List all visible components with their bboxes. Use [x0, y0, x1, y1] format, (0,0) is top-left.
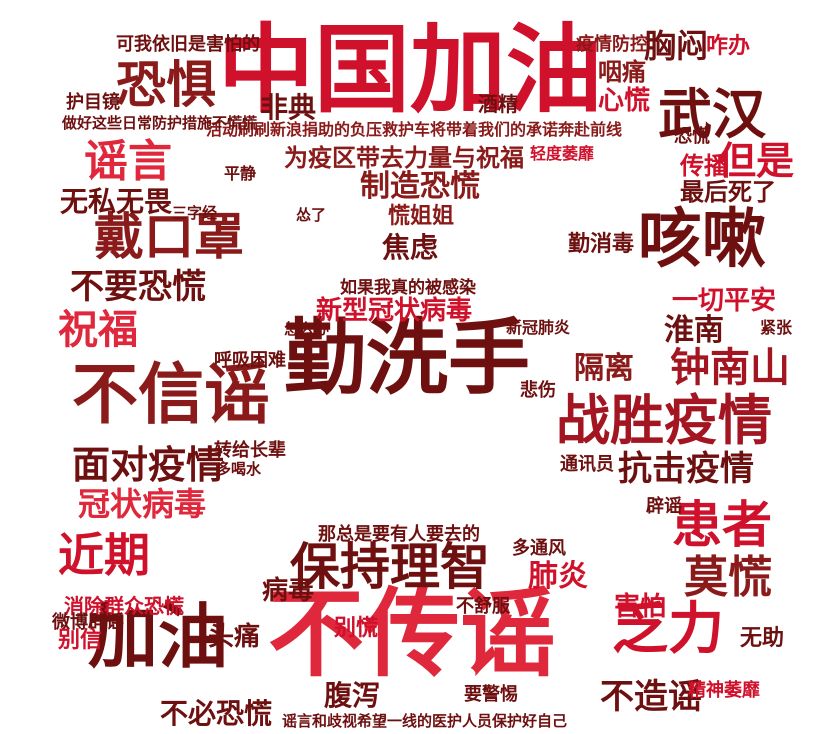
word-fei-dian: 非典 [260, 91, 317, 124]
word-dan-shi: 但是 [718, 139, 795, 183]
word-hu-mu-jing: 护目镜 [66, 92, 120, 113]
word-xin-xing-guan-zhuang: 新型冠状病毒 [316, 296, 473, 326]
word-hu-xi-kun-nan: 呼吸困难 [214, 350, 286, 371]
word-ye-shi-yi: 谣言和歧视希望一线的医护人员保护好自己 [282, 712, 568, 730]
word-wu-han: 武汉 [658, 83, 766, 146]
word-song-le: 怂了 [296, 206, 327, 224]
word-guan-zhuang-bing-du: 冠状病毒 [78, 485, 207, 523]
word-bei-shang: 悲伤 [520, 380, 556, 401]
word-bu-yao-kong-huang: 不要恐慌 [70, 267, 206, 307]
word-bu-bi-kong-huang: 不必恐慌 [160, 697, 273, 730]
word-xin-guan-fei-yan: 新冠肺炎 [506, 318, 571, 337]
word-zhongguo-jiayou: 中国加油 [218, 14, 602, 126]
word-zhan-sheng-yi-qing: 战胜疫情 [556, 389, 772, 452]
word-jing-shen-wei-mi: 精神萎靡 [688, 680, 760, 701]
word-chuan-bo: 传播 [680, 152, 728, 180]
word-bao-chi-li-zhi: 保持理智 [290, 538, 490, 596]
word-zen-me-ban: 怎么办 [284, 320, 330, 338]
word-huan-zhe: 患者 [672, 496, 772, 554]
word-wei-yi-qu: 为疫区带去力量与祝福 [284, 144, 524, 172]
word-dai-kou-zhao: 戴口罩 [94, 208, 244, 266]
word-ping-jing: 平静 [224, 164, 257, 183]
word-ge-li: 隔离 [574, 351, 634, 386]
word-wu-si-wu-wei: 无私无畏 [60, 185, 173, 218]
word-jin-zhang: 紧张 [760, 318, 793, 337]
word-wu-zhu: 无助 [740, 626, 785, 651]
word-mo-huang: 莫慌 [684, 552, 772, 603]
word-jia-you: 加油 [88, 596, 228, 678]
word-yi-qing-fang-kong: 疫情防控 [576, 34, 648, 55]
word-zhi-zao-kong-huang: 制造恐慌 [360, 169, 480, 204]
word-ke-sou: 咳嗽 [638, 203, 766, 277]
word-yi-qie-ping-an: 一切平安 [672, 286, 777, 316]
word-tou-tong: 头痛 [208, 622, 261, 652]
word-bu-shu-fu: 不舒服 [456, 596, 510, 617]
word-zhu-fu: 祝福 [58, 307, 138, 353]
word-duo-tong-feng: 多通风 [512, 538, 566, 559]
word-duo-he-shui: 多喝水 [216, 460, 262, 478]
word-qing-du-wei-nan: 轻度萎靡 [530, 144, 595, 163]
word-zhuan-gei: 转给长辈 [214, 440, 286, 461]
word-qin-xi-shou: 勤洗手 [284, 311, 531, 406]
word-huang-jie-jie: 慌姐姐 [388, 204, 455, 229]
word-bie-xin: 别信 [58, 628, 103, 653]
word-zhong-nan-shan: 钟南山 [670, 345, 790, 391]
word-bu-chuan-yao: 不传谣 [268, 578, 556, 690]
word-yao-yan: 谣言 [84, 136, 172, 187]
word-ke-yi: 可我依旧是害怕的 [116, 34, 260, 55]
word-ze-ban: 咋办 [706, 34, 751, 59]
word-fu-xie: 腹泻 [324, 679, 381, 712]
word-wei-bo: 微博辟谣 [52, 612, 124, 633]
word-ru-guo: 如果我真的被感染 [340, 278, 476, 298]
word-zuo-hao: 做好这些日常防护措施不慌慌 [62, 114, 258, 132]
word-bing-du: 病毒 [262, 576, 315, 606]
word-xiao-chu: 消除群众恐慌 [64, 594, 184, 618]
word-zhun-nan: 淮南 [664, 313, 724, 348]
word-kong-huang: 恐慌 [674, 126, 710, 147]
word-pi-yao: 辟谣 [646, 496, 682, 517]
word-tong-xun-yuan: 通讯员 [560, 454, 614, 475]
word-yan-tong: 咽痛 [598, 58, 646, 86]
word-xiong-men: 胸闷 [644, 27, 709, 65]
word-xin-huang: 心慌 [598, 86, 651, 116]
word-jiao-lv: 焦虑 [382, 231, 439, 264]
word-huo-dong: 活动刷刷新浪捐助的负压救护车将带着我们的承诺奔赴前线 [206, 120, 623, 139]
word-bu-xin-yao: 不信谣 [72, 356, 270, 433]
word-san-zi-jing: 三字经 [172, 204, 218, 222]
word-bu-zao-yao: 不造谣 [600, 677, 702, 717]
word-kong-ju: 恐惧 [116, 56, 216, 114]
word-bie-huang: 别慌 [334, 616, 379, 641]
word-kang-ji-yi-qing: 抗击疫情 [618, 449, 754, 489]
word-qin-xiao-du: 勤消毒 [568, 232, 635, 257]
word-yao-jing-ti: 要警惕 [464, 684, 518, 705]
word-jin-qi: 近期 [58, 528, 150, 582]
word-fa-li: 乏力 [612, 597, 724, 662]
word-jiu-jin: 酒精 [478, 92, 518, 116]
word-zui-hou: 最后死了 [680, 178, 776, 206]
word-hai-pa: 害怕 [614, 592, 667, 622]
word-fei-yan: 肺炎 [528, 559, 588, 594]
word-zong-shi-yao: 那总是要有人要去的 [318, 524, 480, 545]
word-mian-dui-yi-qing: 面对疫情 [72, 443, 225, 487]
